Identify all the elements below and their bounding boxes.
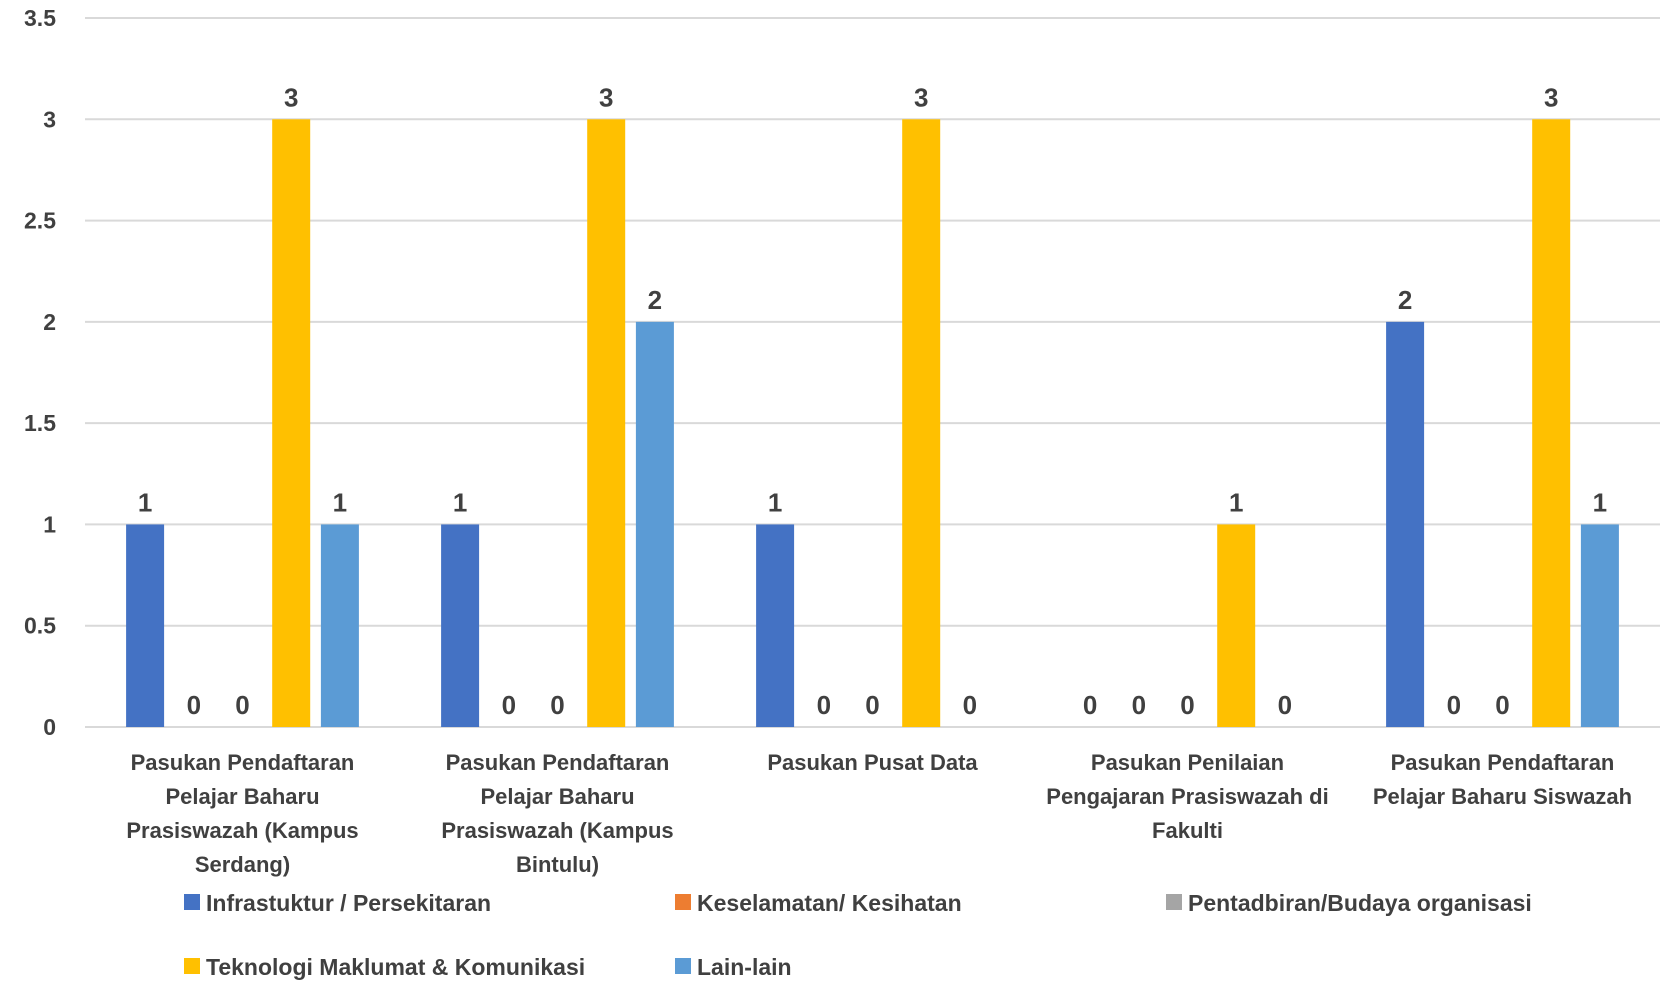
y-tick-label: 1.5 [24,410,56,436]
data-label: 0 [187,690,201,720]
y-tick-label: 2 [43,309,56,335]
data-label: 0 [1083,690,1097,720]
data-label: 1 [138,487,152,517]
data-label: 0 [1132,690,1146,720]
bar [272,119,311,728]
legend-label: Pentadbiran/Budaya organisasi [1188,890,1532,916]
category-label: Serdang) [195,852,290,877]
data-label: 0 [235,690,249,720]
data-label: 3 [284,82,298,112]
data-label: 0 [1278,690,1292,720]
category-label: Fakulti [1152,818,1223,843]
data-label: 1 [1229,487,1243,517]
data-label: 3 [599,82,613,112]
y-tick-label: 1 [43,511,56,537]
data-label: 0 [865,690,879,720]
bar [126,524,165,727]
y-tick-label: 2.5 [24,208,56,234]
data-label: 0 [1180,690,1194,720]
data-label: 0 [963,690,977,720]
legend-swatch [675,894,691,910]
data-label: 1 [333,487,347,517]
data-label: 0 [550,690,564,720]
legend-swatch [1166,894,1182,910]
data-label: 0 [817,690,831,720]
y-tick-label: 3 [43,106,56,132]
data-label: 1 [453,487,467,517]
category-label: Prasiswazah (Kampus [126,818,358,843]
legend-label: Keselamatan/ Kesihatan [697,890,962,916]
data-labels: 1 0 0 3 1 1 0 0 3 2 1 0 0 3 0 0 0 0 1 0 2 0 0 3 1 [138,82,1607,720]
legend-swatch [184,958,200,974]
data-label: 3 [1544,82,1558,112]
data-label: 0 [502,690,516,720]
y-axis-ticks: 0 0.5 1 1.5 2 2.5 3 3.5 [24,5,56,740]
category-label: Prasiswazah (Kampus [441,818,673,843]
bar [320,524,359,727]
legend-swatch [184,894,200,910]
bar [1217,524,1256,727]
category-label: Pengajaran Prasiswazah di [1046,784,1328,809]
y-tick-label: 0 [43,714,56,740]
category-label: Pasukan Pendaftaran [131,750,355,775]
y-tick-label: 0.5 [24,613,56,639]
legend-label: Teknologi Maklumat & Komunikasi [206,954,585,980]
category-label: Pasukan Pusat Data [767,750,978,775]
bar [902,119,941,728]
category-label: Pelajar Baharu [165,784,319,809]
bar [441,524,480,727]
legend-swatch [675,958,691,974]
legend: Infrastuktur / Persekitaran Keselamatan/ … [184,890,1532,980]
bar [587,119,626,728]
bar [1580,524,1619,727]
data-label: 0 [1447,690,1461,720]
bar [756,524,795,727]
bar [1386,321,1425,727]
data-label: 1 [1593,487,1607,517]
category-label: Pelajar Baharu Siswazah [1373,784,1632,809]
category-label: Pasukan Penilaian [1091,750,1284,775]
data-label: 1 [768,487,782,517]
y-tick-label: 3.5 [24,5,56,31]
bar-series [126,119,1619,728]
bar [635,321,674,727]
data-label: 2 [1398,285,1412,315]
category-label: Bintulu) [516,852,599,877]
data-label: 3 [914,82,928,112]
data-label: 0 [1495,690,1509,720]
bar [1532,119,1571,728]
data-label: 2 [648,285,662,315]
category-label: Pelajar Baharu [480,784,634,809]
x-axis-category-labels: Pasukan Pendaftaran Pelajar Baharu Prasisw… [126,750,1632,877]
category-label: Pasukan Pendaftaran [1391,750,1615,775]
legend-label: Lain-lain [697,954,792,980]
legend-label: Infrastuktur / Persekitaran [206,890,491,916]
category-label: Pasukan Pendaftaran [446,750,670,775]
